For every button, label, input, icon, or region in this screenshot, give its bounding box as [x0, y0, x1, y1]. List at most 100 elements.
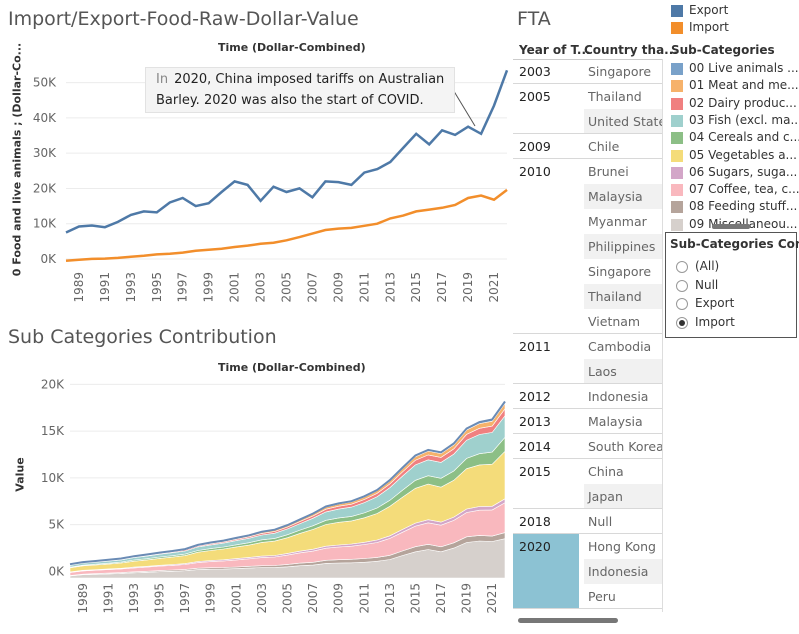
- sub-categories-area-chart[interactable]: 0K 5K 10K 15K 20K 1989 1991 1993 1995 1997 1999 20…: [0, 0, 510, 634]
- sub-legend-item[interactable]: 05 Vegetables a...: [671, 148, 799, 165]
- bottom-x-tick-label: 1999: [204, 583, 218, 614]
- filter-title: Sub-Categories Con...: [670, 237, 799, 251]
- fta-row[interactable]: 2010 Brunei: [513, 159, 663, 184]
- fta-header-divider: [513, 59, 663, 60]
- bottom-x-tick-label: 2015: [408, 583, 422, 614]
- filter-radio-null[interactable]: [676, 279, 688, 292]
- fta-row[interactable]: Myanmar: [513, 209, 663, 234]
- fta-row[interactable]: Vietnam: [513, 309, 663, 334]
- legend-swatch: [671, 184, 683, 197]
- fta-row[interactable]: 2013 Malaysia: [513, 409, 663, 434]
- filter-option-label[interactable]: Export: [695, 296, 735, 310]
- legend-resize-handle[interactable]: [712, 224, 750, 229]
- top-x-tick-label: 2013: [383, 272, 397, 303]
- filter-option-label[interactable]: Import: [695, 314, 735, 329]
- sub-legend-item[interactable]: 03 Fish (excl. ma...: [671, 113, 799, 130]
- sub-legend-item[interactable]: 01 Meat and me...: [671, 78, 799, 95]
- fta-country: Malaysia: [588, 414, 643, 429]
- fta-group-divider: [513, 508, 663, 509]
- legend-label: Export: [689, 3, 729, 17]
- sub-legend-item[interactable]: 06 Sugars, suga...: [671, 165, 799, 182]
- sub-legend-item[interactable]: 02 Dairy produc...: [671, 96, 799, 113]
- export-series-line[interactable]: [65, 69, 509, 234]
- fta-row[interactable]: 2009 Chile: [513, 134, 663, 159]
- fta-horizontal-scrollbar[interactable]: [518, 618, 618, 623]
- fta-row[interactable]: 2014 South Korea: [513, 434, 663, 459]
- type-legend-item[interactable]: Export: [671, 3, 799, 20]
- top-line-chart[interactable]: 0K 10K 20K 30K 40K 50K 1989 1991 1993 1995 1997 19…: [0, 0, 510, 320]
- filter-radio-export[interactable]: [676, 298, 688, 310]
- fta-title: FTA: [517, 8, 551, 30]
- fta-row[interactable]: Peru: [513, 584, 663, 609]
- fta-row[interactable]: 2011 Cambodia: [513, 334, 663, 359]
- filter-option-label[interactable]: (All): [695, 259, 720, 273]
- sub-legend-item[interactable]: 00 Live animals ...: [671, 61, 799, 78]
- top-x-tick-label: 2005: [280, 272, 294, 303]
- fta-row[interactable]: 2003 Singapore: [513, 59, 663, 84]
- fta-group-divider: [513, 383, 663, 384]
- fta-country: Indonesia: [588, 389, 649, 404]
- bottom-y-tick-label: 15K: [41, 424, 65, 438]
- fta-year-cell: [513, 534, 579, 559]
- bottom-x-tick-label: 2003: [255, 583, 269, 614]
- fta-row[interactable]: Singapore: [513, 259, 663, 284]
- legend-swatch: [671, 5, 683, 17]
- type-legend-item[interactable]: Import: [671, 20, 799, 37]
- fta-country: Singapore: [588, 64, 652, 79]
- fta-col-country-header[interactable]: Country tha...: [584, 43, 678, 57]
- legend-label: 01 Meat and me...: [689, 78, 799, 93]
- fta-row[interactable]: 2005 Thailand: [513, 84, 663, 109]
- fta-row[interactable]: United States: [513, 109, 663, 134]
- bottom-chart-subtitle: Time (Dollar-Combined): [218, 361, 366, 374]
- fta-right-border: [662, 59, 663, 612]
- fta-row[interactable]: Indonesia: [513, 559, 663, 584]
- top-x-tick-label: 2015: [409, 272, 423, 303]
- fta-row[interactable]: Japan: [513, 484, 663, 509]
- fta-group-divider: [513, 433, 663, 434]
- legend-label: 03 Fish (excl. ma...: [689, 112, 799, 127]
- legend-label: 04 Cereals and c...: [689, 130, 799, 145]
- bottom-x-tick-label: 2019: [460, 583, 474, 614]
- import-series-line[interactable]: [65, 188, 508, 262]
- top-chart-title: Import/Export-Food-Raw-Dollar-Value: [8, 8, 359, 30]
- fta-year-cell: [513, 259, 579, 284]
- filter-radio-all[interactable]: [676, 261, 688, 273]
- top-x-tick-label: 2019: [461, 272, 475, 303]
- legend-swatch: [671, 63, 683, 75]
- top-x-tick-label: 1995: [150, 272, 164, 303]
- legend-swatch: [671, 114, 683, 127]
- sub-legend-item[interactable]: 04 Cereals and c...: [671, 130, 799, 147]
- fta-col-year-header[interactable]: Year of T...: [519, 43, 591, 57]
- fta-row[interactable]: 2018 Null: [513, 509, 663, 534]
- fta-group-divider: [513, 533, 663, 534]
- legend-swatch: [671, 97, 683, 110]
- fta-country: Myanmar: [588, 214, 647, 229]
- sub-legend-item[interactable]: 07 Coffee, tea, c...: [671, 182, 799, 199]
- fta-row[interactable]: 2020 Hong Kong: [513, 534, 663, 559]
- filter-option-label[interactable]: Null: [695, 277, 719, 292]
- legend-label: 00 Live animals ...: [689, 61, 799, 75]
- fta-year: 2012: [519, 389, 551, 404]
- fta-row[interactable]: Malaysia: [513, 184, 663, 209]
- top-x-tick-label: 1997: [176, 272, 190, 303]
- top-x-tick-label: 1991: [98, 272, 112, 303]
- annotation-line-1: 2020, China imposed tariffs on Australia…: [174, 72, 445, 87]
- annotation-prefix: In: [156, 72, 169, 87]
- fta-row[interactable]: Philippines: [513, 234, 663, 259]
- legend-label: 06 Sugars, suga...: [689, 164, 798, 179]
- covid-annotation[interactable]: In 2020, China imposed tariffs on Austral…: [145, 67, 456, 113]
- fta-country: China: [588, 464, 624, 479]
- fta-country: Chile: [588, 139, 620, 154]
- filter-radio-import[interactable]: [676, 316, 688, 329]
- fta-country: Japan: [584, 484, 663, 509]
- bottom-chart-title: Sub Categories Contribution: [8, 326, 277, 348]
- fta-row[interactable]: 2012 Indonesia: [513, 384, 663, 409]
- fta-row[interactable]: Thailand: [513, 284, 663, 309]
- top-x-tick-label: 2001: [228, 272, 242, 303]
- fta-year: 2013: [519, 414, 551, 429]
- sub-legend-item[interactable]: 08 Feeding stuff...: [671, 199, 799, 216]
- fta-row[interactable]: Laos: [513, 359, 663, 384]
- fta-row[interactable]: 2015 China: [513, 459, 663, 484]
- bottom-x-tick-label: 1993: [127, 583, 141, 614]
